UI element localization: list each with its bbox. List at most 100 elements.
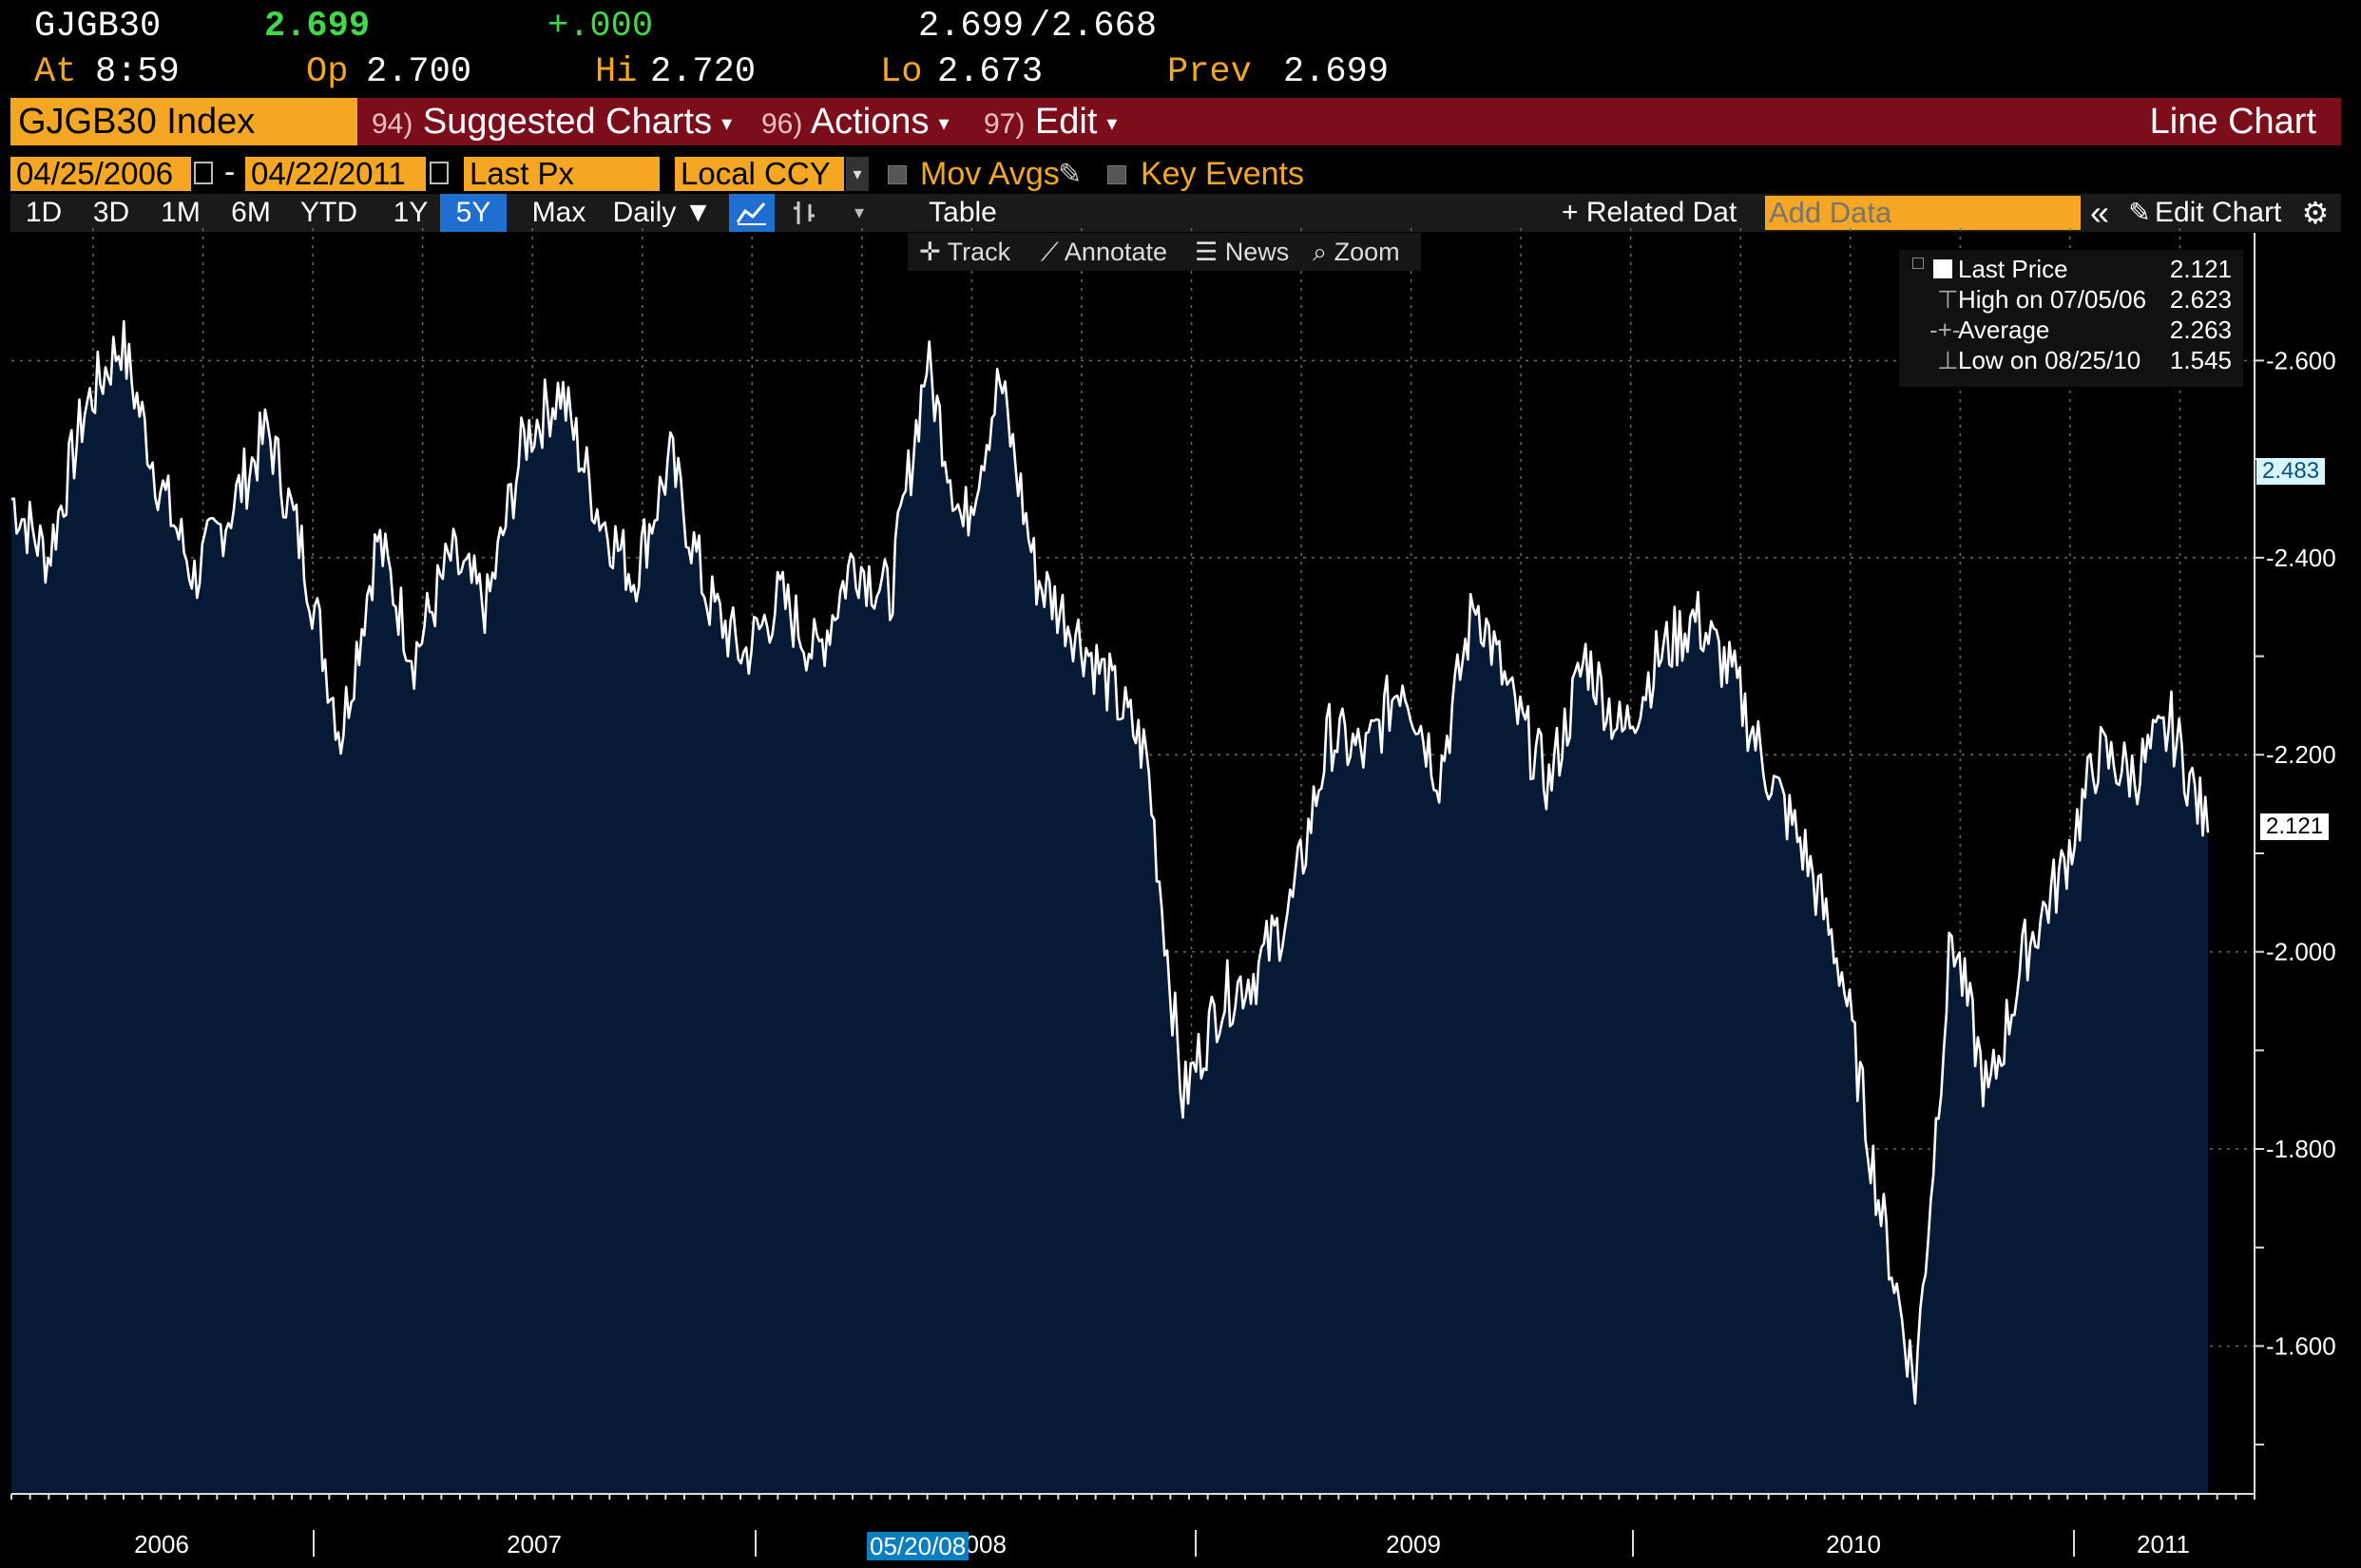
edit-chart-button[interactable]: Edit Chart (2155, 197, 2282, 228)
magnifier-icon: ⌕ (1313, 238, 1334, 266)
suggested-charts-number: 94) (372, 108, 413, 140)
actions-number: 96) (761, 108, 803, 140)
collapse-icon[interactable]: « (2089, 193, 2110, 232)
y-tick-label-4: -1.800 (2266, 1135, 2336, 1163)
price-tag-reference: 2.483 (2256, 458, 2326, 485)
price-tag-last: 2.121 (2260, 813, 2330, 840)
legend-last-label: Last Price (1958, 255, 2068, 283)
low-price: 2.673 (937, 52, 1044, 92)
legend-low-value: 1.545 (2169, 346, 2232, 374)
track-tool[interactable]: ✛ Track (919, 233, 1010, 271)
quote-time: 8:59 (95, 52, 180, 92)
related-data-button[interactable]: + Related Dat (1562, 197, 1737, 228)
edit-number: 97) (984, 108, 1026, 140)
news-label: News (1224, 238, 1290, 266)
range-1m[interactable]: 1M (161, 197, 201, 228)
y-tick-label-5: -1.600 (2266, 1331, 2336, 1360)
low-marker-icon: ⊥ (1937, 346, 1959, 374)
x-axis-label-4: 2010 (1826, 1530, 1881, 1558)
y-tick-label-3: -2.000 (2266, 938, 2336, 966)
edit-label: Edit (1034, 102, 1098, 142)
start-date-field[interactable]: 04/25/2006 (10, 157, 191, 191)
annotate-icon: ⟋ (1041, 238, 1065, 266)
bar-type-icon[interactable] (780, 194, 828, 232)
open-label: Op (306, 52, 349, 92)
chevron-down-icon: ▾ (938, 110, 950, 135)
legend-high-label: High on 07/05/06 (1958, 285, 2147, 314)
range-ytd[interactable]: YTD (300, 197, 357, 228)
y-tick-label-1: -2.400 (2266, 544, 2336, 572)
legend-avg-label: Average (1958, 316, 2050, 344)
range-3d[interactable]: 3D (92, 197, 130, 228)
table-button[interactable]: Table (929, 197, 997, 228)
series-swatch (1933, 259, 1952, 278)
range-1d[interactable]: 1D (25, 197, 63, 228)
calendar-icon[interactable] (194, 162, 213, 184)
key-events-checkbox[interactable] (1107, 165, 1126, 184)
news-tool[interactable]: ☰ News (1195, 233, 1289, 271)
range-1y[interactable]: 1Y (393, 197, 429, 228)
actions-label: Actions (810, 102, 930, 142)
legend-low: ⊥ Low on 08/25/10 1.545 (1899, 345, 2243, 375)
price-line (10, 319, 2210, 1405)
price-area (11, 321, 2208, 1495)
legend-low-label: Low on 08/25/10 (1958, 346, 2141, 374)
calendar-icon[interactable] (430, 162, 449, 184)
legend-last-value: 2.121 (2169, 255, 2232, 283)
last-price: 2.699 (264, 7, 371, 47)
chart-legend: Last Price 2.121 ⊤ High on 07/05/06 2.62… (1899, 250, 2243, 387)
currency-selector[interactable]: Local CCY (675, 157, 844, 191)
range-5y[interactable]: 5Y (440, 194, 507, 232)
chevron-down-icon: ▾ (1106, 110, 1118, 135)
collapse-box-icon[interactable] (1912, 258, 1924, 269)
pencil-icon[interactable]: ✎ (2128, 198, 2151, 227)
ask-price: 2.668 (1051, 7, 1158, 47)
track-label: Track (947, 238, 1011, 266)
mov-avgs-checkbox[interactable] (888, 165, 907, 184)
bid-ask-separator: / (1029, 7, 1051, 47)
range-6m[interactable]: 6M (231, 197, 271, 228)
actions-menu[interactable]: 96) Actions ▾ (761, 98, 950, 145)
gear-icon[interactable]: ⚙ (2301, 196, 2330, 230)
field-selector[interactable]: Last Px (464, 157, 660, 191)
security-field[interactable]: GJGB30 Index (10, 98, 357, 145)
line-chart-icon[interactable] (729, 194, 775, 232)
pencil-icon[interactable]: ✎ (1058, 159, 1083, 190)
legend-average: -+- Average 2.263 (1899, 315, 2243, 345)
time-label: At (34, 52, 77, 92)
chevron-down-icon[interactable]: ▾ (854, 202, 865, 223)
range-max[interactable]: Max (531, 197, 586, 228)
chart-axes (10, 233, 2264, 1557)
mov-avgs-label[interactable]: Mov Avgs (920, 156, 1060, 192)
chart-tools-row: ✛ Track ⟋ Annotate ☰ News ⌕ Zoom (908, 233, 1421, 271)
range-bar: 1D 3D 1M 6M YTD 1Y 5Y Max Daily ▼ ▾ Tabl… (10, 194, 2341, 232)
high-price: 2.720 (650, 52, 757, 92)
prev-price: 2.699 (1283, 52, 1390, 92)
zoom-tool[interactable]: ⌕ Zoom (1313, 233, 1400, 271)
y-axis-ticks: -2.600 -2.400 -2.200 -2.000 -1.800 -1.600 (2266, 346, 2336, 1360)
legend-avg-value: 2.263 (2169, 316, 2232, 344)
y-tick-label-2: -2.200 (2266, 740, 2336, 769)
suggested-charts-menu[interactable]: 94) Suggested Charts ▾ (372, 98, 732, 145)
add-data-input[interactable] (1765, 196, 2081, 230)
legend-last-price[interactable]: Last Price 2.121 (1899, 254, 2243, 284)
legend-high-value: 2.623 (2169, 285, 2232, 314)
end-date-field[interactable]: 04/22/2011 (245, 157, 426, 191)
annotate-label: Annotate (1064, 238, 1168, 266)
chevron-down-icon[interactable]: ▾ (846, 157, 869, 191)
annotate-tool[interactable]: ⟋ Annotate (1041, 233, 1167, 271)
frequency-selector[interactable]: Daily ▼ (612, 197, 713, 228)
high-label: Hi (595, 52, 638, 92)
suggested-charts-label: Suggested Charts (422, 102, 713, 142)
low-label: Lo (880, 52, 923, 92)
x-axis-label-1: 2007 (507, 1530, 562, 1558)
x-axis-labels: 2006 2007 2008 2009 2010 2011 (134, 1530, 2190, 1558)
average-marker-icon: -+- (1929, 316, 1961, 344)
chevron-down-icon: ▾ (721, 110, 733, 135)
key-events-label[interactable]: Key Events (1141, 156, 1304, 192)
x-axis-label-5: 2011 (2137, 1530, 2190, 1558)
crosshair-icon: ✛ (919, 238, 948, 266)
bid-price: 2.699 (918, 7, 1025, 47)
edit-menu[interactable]: 97) Edit ▾ (984, 98, 1117, 145)
